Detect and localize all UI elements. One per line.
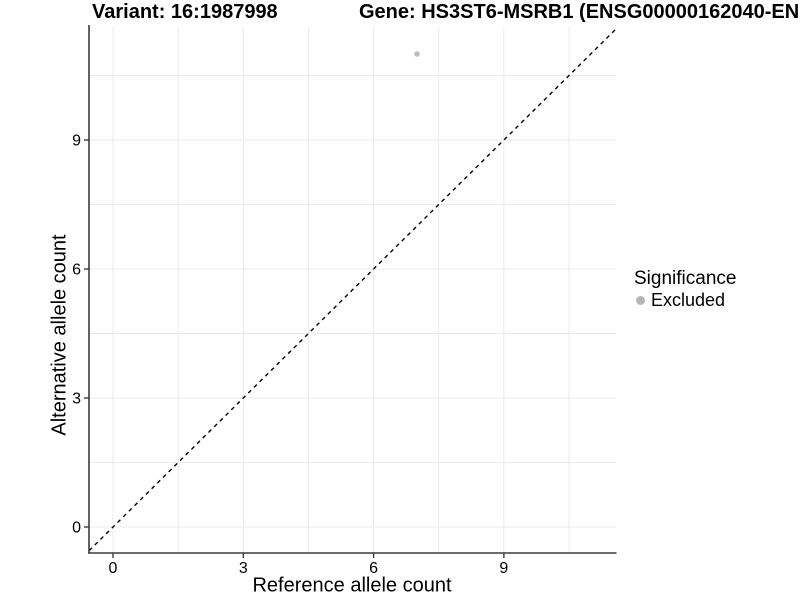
y-tick-label: 9: [72, 133, 81, 150]
y-tick-label: 6: [72, 262, 81, 279]
data-point: [414, 51, 420, 57]
y-axis-title: Alternative allele count: [48, 234, 71, 436]
x-axis-title: Reference allele count: [252, 574, 452, 597]
identity-line: [88, 27, 618, 552]
plot-title-gene: Gene: HS3ST6-MSRB1 (ENSG00000162040-EN: [359, 1, 800, 23]
legend-item-label: Excluded: [651, 290, 726, 310]
legend: Significance Excluded: [634, 269, 736, 311]
legend-title: Significance: [634, 268, 737, 289]
plot-title-variant: Variant: 16:1987998: [92, 1, 278, 23]
excluded-key-icon: [636, 296, 645, 305]
y-tick-label: 0: [72, 520, 81, 537]
x-tick-label: 9: [499, 560, 508, 577]
x-tick-label: 0: [109, 560, 118, 577]
y-tick-label: 3: [72, 391, 81, 408]
x-tick-label: 3: [239, 560, 248, 577]
legend-item-excluded: Excluded: [634, 290, 736, 311]
x-tick-label: 6: [369, 560, 378, 577]
